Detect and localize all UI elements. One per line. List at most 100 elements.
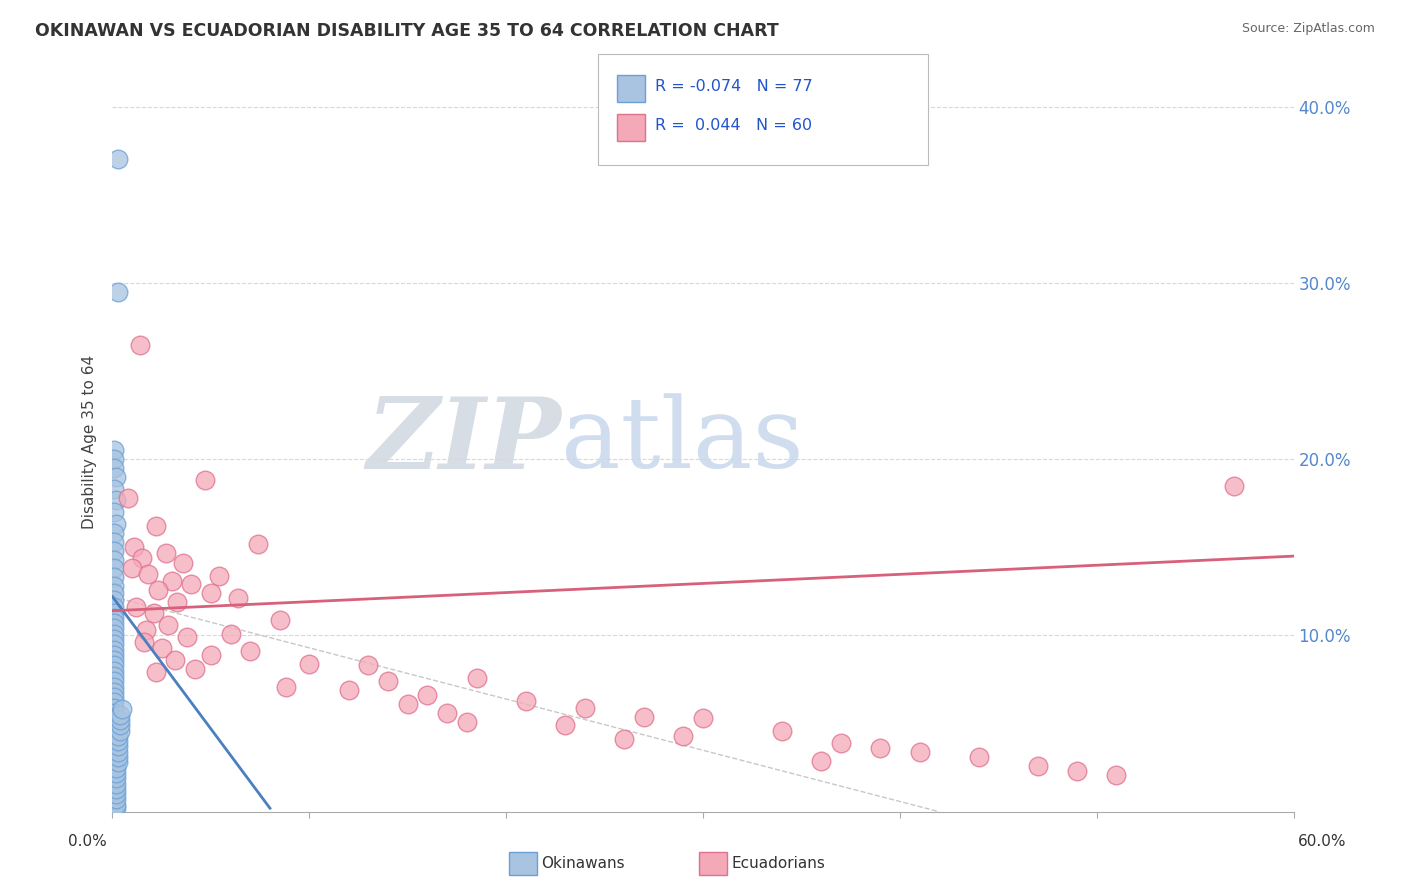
Point <box>135 623 157 637</box>
Point <box>103 727 125 741</box>
Point <box>121 561 143 575</box>
Text: Ecuadorians: Ecuadorians <box>731 856 825 871</box>
Point <box>176 630 198 644</box>
Point <box>200 586 222 600</box>
Point <box>554 718 576 732</box>
Point <box>105 787 128 801</box>
Point <box>208 568 231 582</box>
Point <box>103 774 125 789</box>
Point <box>357 658 380 673</box>
Point <box>117 491 139 505</box>
Point <box>1026 759 1049 773</box>
Point <box>107 729 129 743</box>
Point <box>105 492 128 507</box>
Point <box>103 579 125 593</box>
Point <box>105 797 128 812</box>
Point <box>165 653 187 667</box>
Point <box>105 766 128 780</box>
Point <box>103 796 125 810</box>
Point <box>103 769 125 783</box>
Point <box>103 452 125 467</box>
Point <box>103 748 125 763</box>
Point <box>103 716 125 731</box>
Point <box>337 683 360 698</box>
Point <box>110 723 132 738</box>
Point <box>194 473 217 487</box>
Point <box>574 700 596 714</box>
Text: R = -0.074   N = 77: R = -0.074 N = 77 <box>655 79 813 94</box>
Point <box>219 626 242 640</box>
Point <box>1066 764 1088 779</box>
Text: 60.0%: 60.0% <box>1298 834 1346 848</box>
Point <box>103 695 125 709</box>
Point <box>103 790 125 805</box>
Point <box>166 595 188 609</box>
Point <box>103 669 125 683</box>
Point <box>515 694 537 708</box>
Point <box>103 570 125 584</box>
Point <box>105 761 128 775</box>
Point <box>810 754 832 768</box>
Point <box>633 709 655 723</box>
Point <box>103 653 125 667</box>
Point <box>103 593 125 607</box>
Point <box>142 606 165 620</box>
Point <box>830 736 852 750</box>
Point <box>247 537 270 551</box>
Point <box>184 662 207 676</box>
Point <box>613 732 636 747</box>
Point <box>228 591 250 606</box>
Point <box>377 674 399 689</box>
Point <box>103 722 125 736</box>
Point <box>103 637 125 651</box>
Point <box>146 582 169 597</box>
Point <box>103 664 125 678</box>
Point <box>103 700 125 714</box>
Point <box>107 734 129 748</box>
Point <box>105 801 128 815</box>
Point <box>129 337 152 351</box>
Point <box>103 743 125 757</box>
Y-axis label: Disability Age 35 to 64: Disability Age 35 to 64 <box>82 354 97 529</box>
Text: 0.0%: 0.0% <box>67 834 107 848</box>
Point <box>111 702 134 716</box>
Point <box>131 550 153 565</box>
Point <box>145 665 167 680</box>
Point <box>105 470 128 484</box>
Point <box>110 713 132 727</box>
Point <box>103 616 125 631</box>
Point <box>105 771 128 785</box>
Point <box>103 685 125 699</box>
Point <box>103 505 125 519</box>
Point <box>122 541 145 555</box>
Point <box>103 443 125 458</box>
Point <box>1105 767 1128 781</box>
Point <box>160 574 183 588</box>
Point <box>132 635 155 649</box>
Point <box>103 600 125 615</box>
Point <box>107 739 129 754</box>
Point <box>436 706 458 720</box>
Text: ZIP: ZIP <box>367 393 561 490</box>
Text: Okinawans: Okinawans <box>541 856 624 871</box>
Text: atlas: atlas <box>561 393 804 490</box>
Point <box>239 644 262 658</box>
Point <box>103 690 125 705</box>
Point <box>172 556 194 570</box>
Point <box>103 621 125 635</box>
Point <box>103 738 125 752</box>
Point <box>103 611 125 625</box>
Point <box>692 711 714 725</box>
Point <box>103 526 125 541</box>
Point <box>103 586 125 600</box>
Point <box>298 657 321 671</box>
Point <box>110 707 132 722</box>
Point <box>103 482 125 496</box>
Point <box>105 781 128 796</box>
Point <box>105 792 128 806</box>
Point <box>103 732 125 747</box>
Point <box>465 671 488 685</box>
Point <box>396 697 419 711</box>
Point <box>103 754 125 768</box>
Point <box>103 626 125 640</box>
